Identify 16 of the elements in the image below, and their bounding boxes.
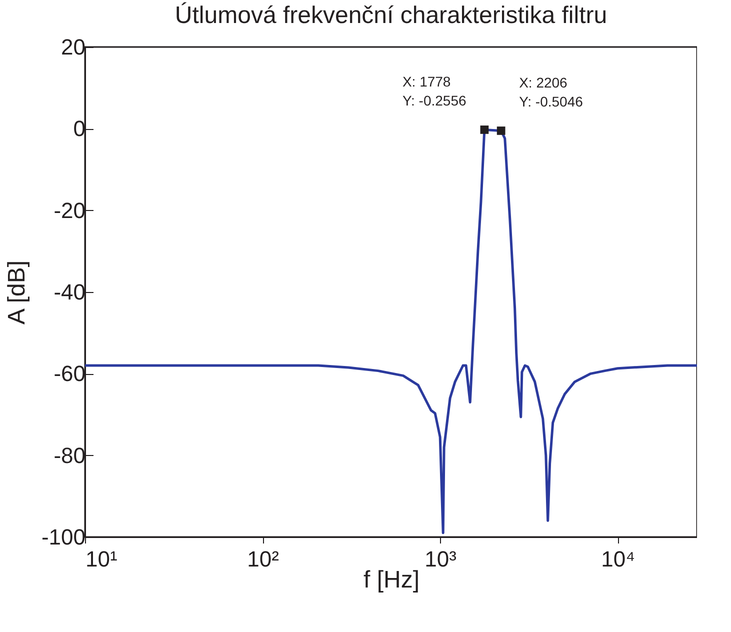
y-tick-label: 20 — [61, 34, 86, 60]
y-tick-label: 0 — [73, 116, 86, 142]
x-tick-label: 10¹ — [86, 546, 118, 572]
annotation: X: 2206 Y: -0.5046 — [519, 74, 584, 110]
y-tick-label: -100 — [41, 524, 86, 550]
y-tick-label: -60 — [54, 361, 86, 386]
y-tick-label: -80 — [54, 442, 86, 468]
chart-title: Útlumová frekvenční charakteristika filtru — [174, 2, 608, 29]
x-tick-label: 10² — [247, 546, 279, 572]
x-tick-label: 10³ — [424, 546, 456, 572]
y-axis-title: A [dB] — [3, 260, 30, 325]
annotation: X: 1778 Y: -0.2556 — [402, 74, 466, 109]
y-tick-label: -20 — [54, 198, 86, 223]
x-axis-title: f [Hz] — [363, 566, 420, 594]
y-tick-label: -40 — [54, 280, 86, 304]
x-tick-label: 10⁴ — [601, 546, 636, 572]
